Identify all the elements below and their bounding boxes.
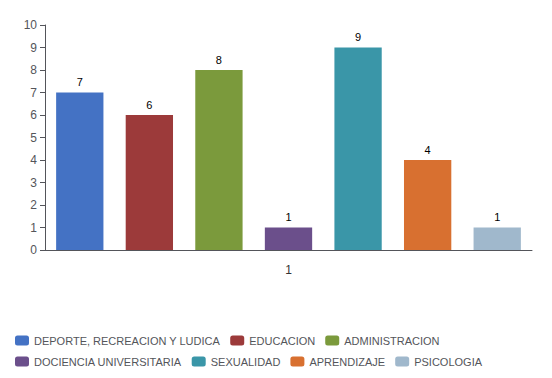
svg-text:7: 7 xyxy=(30,86,37,100)
svg-text:1: 1 xyxy=(285,263,292,277)
svg-text:7: 7 xyxy=(77,76,83,88)
svg-text:4: 4 xyxy=(30,153,37,167)
svg-text:1: 1 xyxy=(30,221,37,235)
svg-text:4: 4 xyxy=(425,144,431,156)
svg-text:ADMINISTRACION: ADMINISTRACION xyxy=(344,335,439,347)
svg-text:APRENDIZAJE: APRENDIZAJE xyxy=(309,356,385,368)
svg-text:2: 2 xyxy=(30,198,37,212)
svg-text:3: 3 xyxy=(30,176,37,190)
svg-text:6: 6 xyxy=(146,99,152,111)
svg-text:10: 10 xyxy=(24,18,38,32)
svg-text:6: 6 xyxy=(30,108,37,122)
svg-text:1: 1 xyxy=(494,211,500,223)
svg-text:8: 8 xyxy=(216,54,222,66)
svg-text:DEPORTE, RECREACION Y LUDICA: DEPORTE, RECREACION Y LUDICA xyxy=(34,335,220,347)
svg-text:0: 0 xyxy=(30,243,37,257)
svg-text:SEXUALIDAD: SEXUALIDAD xyxy=(211,356,281,368)
svg-text:5: 5 xyxy=(30,131,37,145)
svg-text:9: 9 xyxy=(355,31,361,43)
svg-text:EDUCACION: EDUCACION xyxy=(249,335,315,347)
svg-text:9: 9 xyxy=(30,41,37,55)
svg-text:PSICOLOGIA: PSICOLOGIA xyxy=(414,356,483,368)
svg-text:1: 1 xyxy=(285,211,291,223)
svg-text:8: 8 xyxy=(30,63,37,77)
svg-text:DOCIENCIA UNIVERSITARIA: DOCIENCIA UNIVERSITARIA xyxy=(34,356,182,368)
